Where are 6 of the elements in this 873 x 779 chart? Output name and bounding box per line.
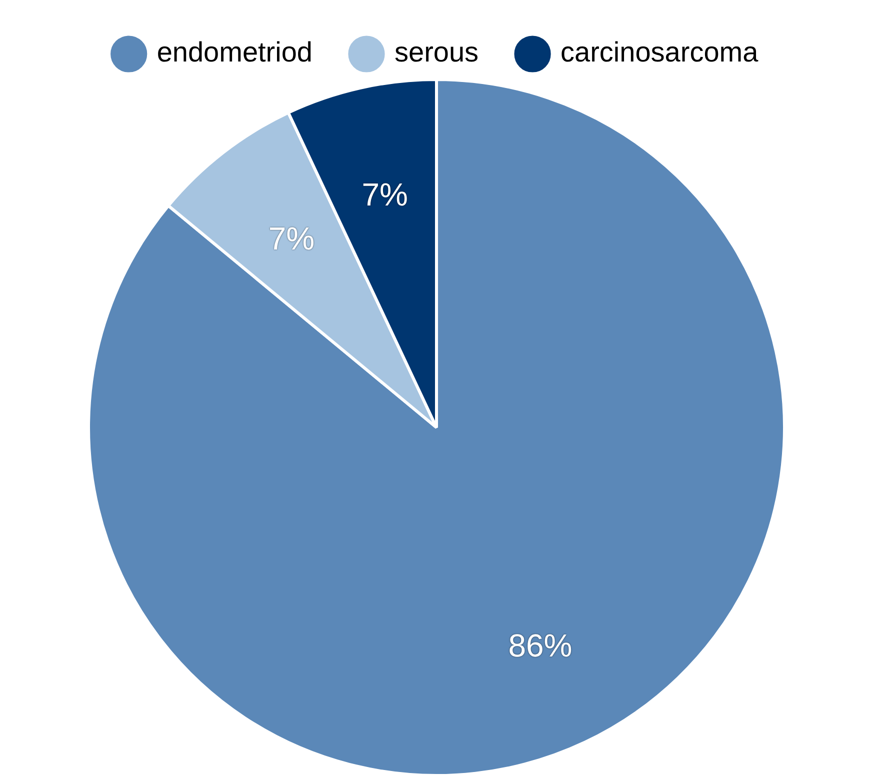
data-label: 7% — [362, 176, 408, 212]
legend-label: endometriod — [156, 36, 312, 68]
data-label: 86% — [508, 628, 572, 664]
legend-label: carcinosarcoma — [560, 36, 759, 68]
legend-label: serous — [394, 36, 479, 68]
data-label: 7% — [268, 220, 315, 256]
